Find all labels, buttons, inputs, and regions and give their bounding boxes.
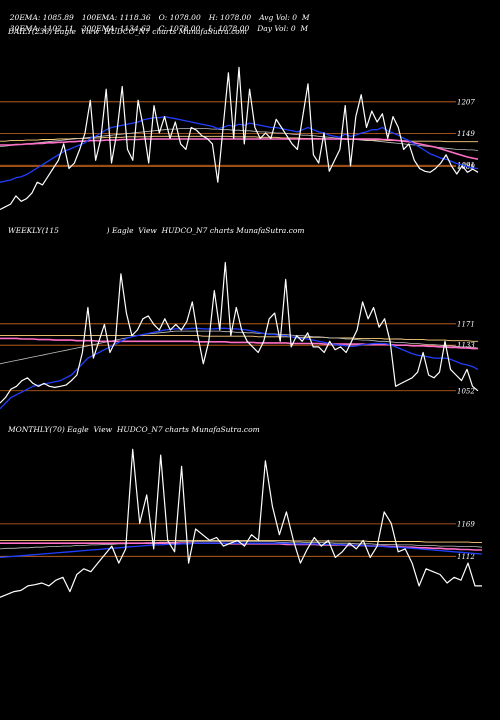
daily-ema100-line bbox=[0, 128, 479, 151]
monthly-ema200-line bbox=[0, 539, 482, 544]
daily-level-label-0: 1207 bbox=[457, 98, 475, 106]
stat-day-vol: Day Vol: 0 M bbox=[257, 24, 309, 33]
stat-ema30: 30EMA: 1102.11 bbox=[9, 24, 74, 33]
weekly-chart-title: WEEKLY(115 ) Eagle View HUDCO_N7 charts … bbox=[8, 226, 305, 235]
stat-ema200: 200EMA: 1134.62 bbox=[81, 24, 151, 33]
stats-row-1: 20EMA: 1085.89 100EMA: 1118.36 O: 1078.00 H… bbox=[5, 1, 310, 23]
monthly-ema20-line bbox=[0, 542, 483, 559]
daily-level-label-1: 1149 bbox=[457, 130, 475, 138]
monthly-level-label-1: 1112 bbox=[457, 553, 475, 561]
stats-row-2: 30EMA: 1102.11 200EMA: 1134.62 C: 1078.00 L… bbox=[5, 12, 308, 34]
stat-open: O: 1078.00 bbox=[158, 13, 201, 22]
stat-avg-vol: Avg Vol: 0 M bbox=[259, 13, 310, 22]
weekly-ema20-line bbox=[0, 327, 479, 410]
weekly-ema30-line bbox=[0, 337, 478, 350]
daily-price-line bbox=[0, 66, 479, 211]
weekly-level-label-0: 1171 bbox=[457, 320, 475, 328]
weekly-level-label-1: 1133 bbox=[457, 342, 475, 350]
monthly-ema100-line bbox=[0, 541, 483, 550]
weekly-level-label-2: 1052 bbox=[457, 387, 475, 395]
daily-chart-title: DAILY(236) Eagle View HUDCO_N7 charts Mu… bbox=[8, 27, 247, 36]
monthly-price-line bbox=[0, 448, 482, 598]
stat-high: H: 1078.00 bbox=[208, 13, 252, 22]
monthly-ema30-line bbox=[0, 542, 482, 551]
weekly-ema200-line bbox=[0, 335, 478, 342]
weekly-ema100-line bbox=[0, 330, 479, 365]
daily-ema20-line bbox=[0, 115, 479, 183]
monthly-level-label-0: 1169 bbox=[457, 520, 475, 528]
stat-close: C: 1078.00 bbox=[158, 24, 201, 33]
daily-ema30-line bbox=[0, 138, 479, 160]
weekly-price-line bbox=[0, 261, 479, 404]
monthly-chart-title: MONTHLY(70) Eagle View HUDCO_N7 charts M… bbox=[8, 425, 260, 434]
stat-ema100: 100EMA: 1118.36 bbox=[81, 13, 151, 22]
stat-ema20: 20EMA: 1085.89 bbox=[9, 13, 74, 22]
stat-low: L: 1078.00 bbox=[208, 24, 250, 33]
